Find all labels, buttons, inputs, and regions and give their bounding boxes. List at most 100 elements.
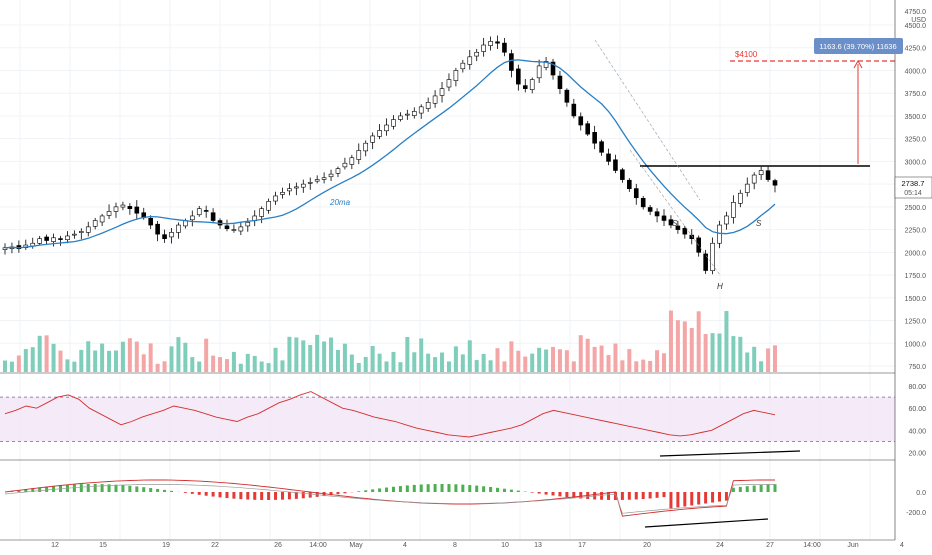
price-tick-label: 750.0 (908, 364, 926, 371)
macd-histogram-bar (510, 490, 513, 492)
volume-bar (190, 357, 194, 372)
candle-body (579, 117, 583, 125)
macd-histogram-bar (399, 486, 402, 492)
candle-body (516, 69, 520, 84)
candle-body (607, 154, 611, 162)
candle-body (45, 237, 49, 241)
time-tick-label: 10 (501, 542, 509, 549)
volume-bar (3, 361, 7, 372)
candle-body (509, 54, 513, 71)
projection-badge-text: 1163.6 (39.70%) 11636 (819, 42, 896, 51)
volume-bar (72, 362, 76, 372)
volume-bar (759, 361, 763, 372)
volume-bar (697, 311, 701, 372)
volume-bar (516, 351, 520, 372)
volume-bar (301, 340, 305, 372)
volume-bar (523, 357, 527, 372)
volume-bars (3, 311, 777, 372)
candle-body (239, 227, 243, 231)
candle-body (482, 45, 486, 52)
macd-histogram-bar (725, 492, 728, 501)
macd-histogram-bar (364, 490, 367, 492)
time-tick-label: 14:00 (309, 542, 327, 549)
volume-bar (183, 343, 187, 372)
candle-body (398, 116, 402, 120)
volume-bar (419, 338, 423, 372)
candle-body (766, 171, 770, 180)
candle-body (648, 207, 652, 211)
time-tick-label: 19 (162, 542, 170, 549)
candle-body (315, 180, 319, 182)
macd-histogram-bar (219, 492, 222, 497)
price-tick-label: 3500.0 (905, 114, 927, 121)
candle-body (350, 158, 354, 165)
candle-body (149, 218, 153, 225)
macd-histogram-bar (538, 492, 541, 494)
macd-histogram-bar (565, 492, 568, 497)
volume-bar (156, 364, 160, 372)
macd-histogram-bar (239, 492, 242, 499)
macd-histogram-bar (281, 492, 284, 500)
macd-histogram-bar (760, 485, 763, 492)
macd-histogram-bar (191, 492, 194, 494)
candle-body (468, 57, 472, 65)
candle-body (600, 142, 604, 153)
candle-body (724, 216, 728, 224)
macd-histogram-bar (739, 487, 742, 492)
candle-body (128, 206, 132, 208)
macd-panel: 0.0-200.0 (5, 480, 926, 527)
candle-body (641, 198, 645, 207)
price-tick-label: 3250.0 (905, 137, 927, 144)
price-top-label: 4750.0 (905, 9, 927, 16)
volume-bar (398, 362, 402, 372)
candle-body (225, 226, 229, 229)
volume-bar (24, 349, 28, 372)
macd-tick-label: 0.0 (916, 490, 926, 497)
volume-bar (128, 338, 132, 372)
candle-body (322, 178, 326, 180)
macd-histogram-bar (128, 486, 131, 492)
time-tick-label: May (349, 542, 363, 549)
macd-histogram-bar (690, 492, 693, 506)
macd-histogram-bar (288, 492, 291, 499)
candle-body (204, 210, 208, 211)
macd-histogram-bar (475, 486, 478, 492)
volume-bar (315, 335, 319, 372)
candle-body (357, 150, 361, 159)
candle-body (371, 136, 375, 142)
candle-body (704, 254, 708, 271)
candle-body (773, 181, 777, 186)
macd-histogram-bar (406, 485, 409, 492)
volume-bar (641, 360, 645, 372)
candle-body (364, 143, 368, 151)
volume-bar (391, 352, 395, 372)
candle-body (79, 231, 83, 232)
macd-histogram-bar (343, 492, 346, 493)
volume-bar (204, 339, 208, 372)
macd-histogram-bar (142, 487, 145, 492)
macd-histogram-bar (260, 492, 263, 500)
price-tick-label: 3750.0 (905, 91, 927, 98)
candle-body (280, 192, 284, 194)
volume-bar (385, 361, 389, 372)
volume-bar (440, 353, 444, 372)
volume-bar (274, 348, 278, 372)
macd-histogram-bar (274, 492, 277, 500)
candle-body (634, 189, 638, 198)
candle-body (738, 193, 742, 203)
volume-bar (600, 346, 604, 372)
candle-body (246, 222, 250, 226)
macd-histogram-bar (427, 484, 430, 492)
volume-bar (253, 356, 257, 372)
macd-histogram-bar (746, 486, 749, 492)
macd-histogram-bar (434, 484, 437, 492)
macd-histogram-bar (336, 492, 339, 494)
macd-histogram-bar (149, 488, 152, 492)
volume-bar (79, 350, 83, 372)
volume-bar (593, 347, 597, 372)
candle-body (190, 216, 194, 220)
macd-histogram-bar (378, 488, 381, 492)
volume-bar (433, 357, 437, 372)
macd-histogram-bar (135, 486, 138, 492)
